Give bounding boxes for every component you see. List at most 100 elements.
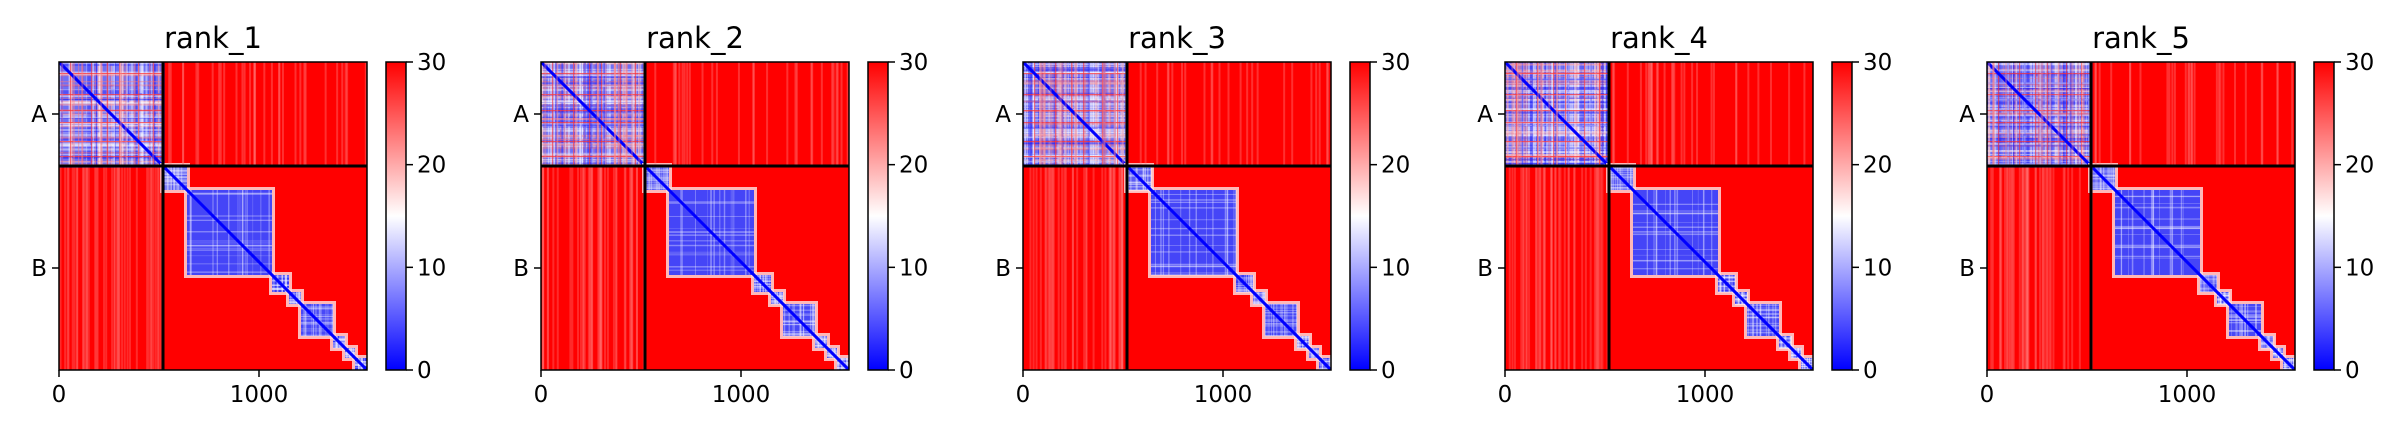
domain-texture xyxy=(1297,347,1309,349)
texture-col xyxy=(128,62,130,166)
offdiag-texture xyxy=(631,166,634,370)
offdiag-texture xyxy=(1554,166,1557,370)
texture-col xyxy=(580,62,584,166)
texture-col xyxy=(1120,62,1122,166)
domain-texture xyxy=(1286,304,1288,336)
domain-texture xyxy=(1247,275,1249,292)
texture-row xyxy=(1987,133,2091,136)
domain-texture xyxy=(313,304,314,336)
domain-texture xyxy=(1609,168,1633,170)
texture-col xyxy=(70,62,73,166)
domain-texture xyxy=(1747,304,1779,306)
domain-texture xyxy=(815,339,827,341)
offdiag-texture xyxy=(1555,62,1558,166)
domain-texture xyxy=(1791,348,1793,358)
texture-col xyxy=(1094,62,1097,166)
domain-texture xyxy=(272,287,289,289)
texture-col xyxy=(622,62,624,166)
texture-row xyxy=(1987,138,2091,142)
offdiag-texture xyxy=(82,166,85,370)
domain-texture xyxy=(297,292,300,304)
texture-row xyxy=(541,124,645,127)
texture-row xyxy=(1505,123,1609,125)
domain-texture xyxy=(837,358,839,370)
streak-row xyxy=(1505,141,1609,143)
domain-texture xyxy=(2212,275,2215,292)
texture-col xyxy=(2007,62,2010,166)
domain-texture xyxy=(1236,290,1253,292)
domain-texture xyxy=(1718,276,1735,279)
domain-texture xyxy=(1321,358,1324,370)
offdiag-texture xyxy=(1047,166,1050,370)
texture-row xyxy=(1987,74,2091,77)
streak-col xyxy=(1071,62,1073,166)
streak-row xyxy=(1505,156,1609,158)
domain-texture xyxy=(170,166,172,190)
offdiag-texture xyxy=(2067,166,2070,370)
texture-row xyxy=(1987,115,2091,118)
domain-texture xyxy=(2228,292,2230,304)
texture-row xyxy=(59,89,163,91)
texture-row xyxy=(1505,87,1609,90)
domain-texture xyxy=(212,190,214,275)
texture-row xyxy=(1987,144,2091,147)
offdiag-texture xyxy=(1035,166,1038,370)
domain-texture xyxy=(1633,259,1718,261)
domain-texture xyxy=(1738,292,1739,304)
texture-col xyxy=(1108,62,1112,166)
domain-texture xyxy=(759,275,761,292)
domain-texture xyxy=(1791,349,1801,351)
texture-row xyxy=(1505,63,1609,66)
offdiag-texture xyxy=(2129,62,2132,166)
domain-texture xyxy=(1297,336,1298,348)
offdiag-texture xyxy=(2077,62,2080,166)
y-tick-label: B xyxy=(995,256,1011,282)
offdiag-texture xyxy=(118,166,121,370)
texture-col xyxy=(1094,62,1098,166)
domain-texture xyxy=(815,338,827,341)
offdiag-texture xyxy=(1103,62,1106,166)
texture-col xyxy=(552,62,555,166)
texture-row xyxy=(1505,159,1609,161)
domain-texture xyxy=(1253,301,1265,304)
texture-row xyxy=(1505,134,1609,137)
texture-row xyxy=(1987,74,2091,76)
texture-col xyxy=(549,62,553,166)
offdiag-texture xyxy=(1211,62,1214,166)
texture-col xyxy=(554,62,556,166)
texture-row xyxy=(1023,67,1127,70)
texture-row xyxy=(59,136,163,139)
domain-texture xyxy=(1646,190,1648,275)
domain-texture xyxy=(2200,291,2217,293)
texture-row xyxy=(1023,161,1127,163)
domain-texture xyxy=(771,294,783,297)
texture-row xyxy=(59,148,163,151)
domain-texture xyxy=(1791,348,1801,350)
colorbar-frame xyxy=(1349,61,1371,371)
domain-texture xyxy=(1747,313,1779,314)
offdiag-texture xyxy=(630,166,633,370)
domain-texture xyxy=(648,166,650,190)
texture-col xyxy=(1594,62,1596,166)
domain-texture xyxy=(2283,359,2295,362)
domain-texture xyxy=(663,166,664,190)
texture-col xyxy=(93,62,94,166)
domain-texture xyxy=(1151,234,1236,236)
streak-row xyxy=(541,110,645,112)
domain-texture xyxy=(1702,190,1704,275)
domain-texture xyxy=(333,347,345,348)
offdiag-texture xyxy=(2110,62,2113,166)
texture-row xyxy=(1505,69,1609,72)
texture-row xyxy=(1505,101,1609,104)
domain-texture xyxy=(2217,303,2229,305)
offdiag-texture xyxy=(1597,166,1600,370)
texture-col xyxy=(2036,62,2038,166)
domain-texture xyxy=(1611,166,1613,190)
domain-texture xyxy=(1718,275,1735,277)
domain-texture xyxy=(301,323,333,325)
offdiag-texture xyxy=(2187,62,2190,166)
texture-col xyxy=(1067,62,1069,166)
texture-row xyxy=(541,143,645,145)
texture-col xyxy=(1541,62,1544,166)
offdiag-texture xyxy=(1166,62,1169,166)
